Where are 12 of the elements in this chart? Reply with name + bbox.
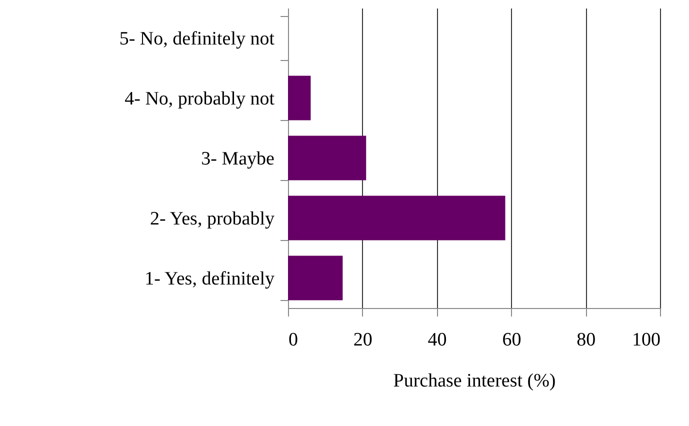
y-tick-label: 1- Yes, definitely [144,268,275,290]
x-tick-label: 100 [632,330,660,350]
x-axis-title: Purchase interest (%) [393,370,556,392]
x-tick-label: 0 [288,330,298,350]
x-tick-label: 20 [353,330,372,350]
x-tick-label: 40 [428,330,447,350]
x-tick-label: 60 [502,330,522,350]
y-tick-label: 5- No, definitely not [119,28,276,50]
y-tick-label: 4- No, probably not [124,88,276,110]
x-tick-label: 80 [576,330,596,350]
y-tick-label: 2- Yes, probably [150,208,275,230]
y-tick-label: 3- Maybe [201,148,274,170]
